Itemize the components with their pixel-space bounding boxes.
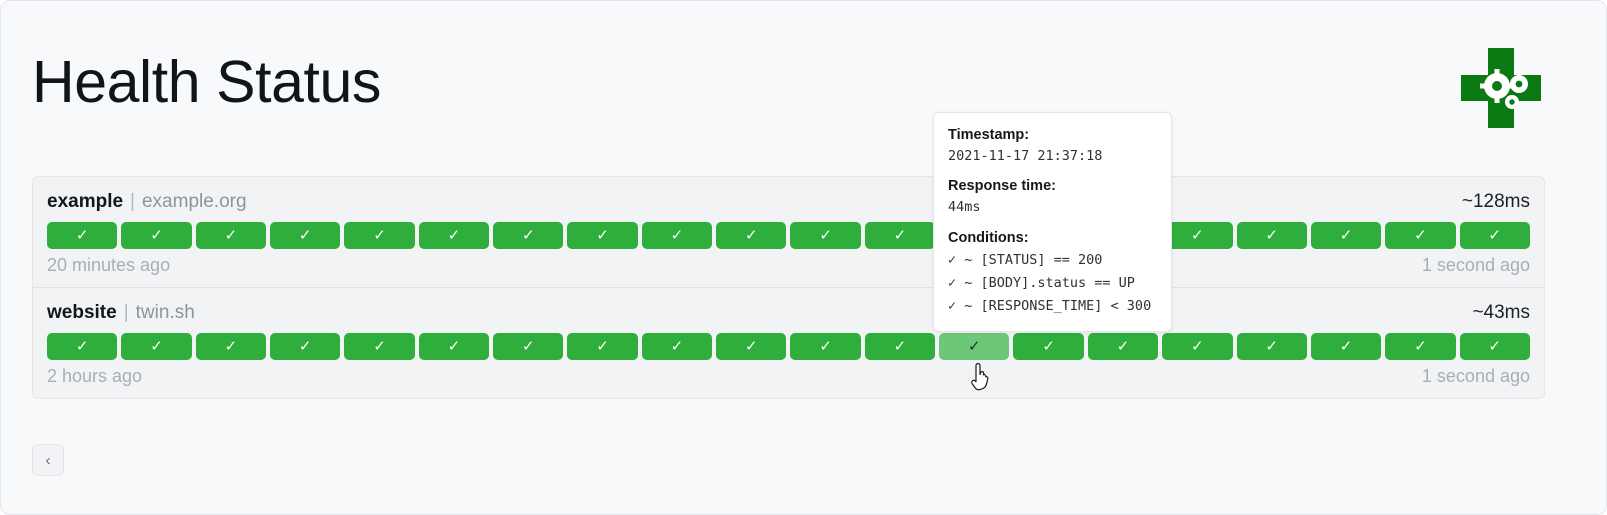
status-bar[interactable]: ✓: [864, 222, 936, 249]
newest-check-time: 1 second ago: [1421, 255, 1530, 275]
tooltip-condition: ✓ ~ [STATUS] == 200: [948, 251, 1103, 268]
status-bar[interactable]: ✓: [864, 333, 936, 360]
status-bar[interactable]: ✓: [270, 333, 341, 360]
status-detail-tooltip: Timestamp: 2021-11-17 21:37:18 Response …: [933, 112, 1172, 333]
status-bar[interactable]: ✓: [1087, 333, 1159, 360]
endpoint-host: example.org: [141, 191, 247, 212]
status-bar[interactable]: ✓: [418, 333, 490, 360]
average-response-time: ~43ms: [1472, 302, 1530, 323]
tooltip-conditions-block: Conditions: ✓ ~ [STATUS] == 200 ✓ ~ [BODY…: [948, 228, 1157, 319]
status-bar[interactable]: ✓: [493, 222, 564, 249]
status-bar-strip: ✓✓✓✓✓✓✓✓✓✓✓✓✓✓✓✓✓✓✓✓: [47, 333, 1530, 360]
tooltip-conditions-label: Conditions:: [948, 229, 1029, 246]
pagination: ‹: [32, 444, 64, 476]
status-bar[interactable]: ✓: [1310, 333, 1382, 360]
page-title: Health Status: [32, 49, 382, 115]
status-card: example | example.org ~128ms ✓ ✓ ✓ ✓ ✓ ✓ ✓ ✓ ✓ ✓ ✓ ✓ ✓ ✓ ✓…: [32, 176, 1545, 399]
status-bar[interactable]: ✓: [1013, 333, 1084, 360]
average-response-time: ~128ms: [1461, 191, 1530, 212]
tooltip-timestamp-value: 2021-11-17 21:37:18: [948, 148, 1103, 165]
endpoint-identity: website | twin.sh: [47, 302, 195, 324]
endpoint-separator: |: [123, 302, 129, 323]
status-bar[interactable]: ✓: [567, 222, 638, 249]
oldest-check-time: 2 hours ago: [47, 366, 143, 386]
tooltip-timestamp-label: Timestamp:: [948, 127, 1030, 143]
status-bar[interactable]: ✓: [1310, 222, 1382, 249]
status-bar[interactable]: ✓: [716, 333, 787, 360]
status-bar[interactable]: ✓: [1236, 222, 1307, 249]
status-bar-strip: ✓✓✓✓✓✓✓✓✓✓✓✓✓✓✓✓✓✓✓✓: [47, 222, 1530, 249]
tooltip-condition: ✓ ~ [BODY].status == UP: [948, 274, 1135, 291]
tooltip-conditions-list: ✓ ~ [STATUS] == 200 ✓ ~ [BODY].status == …: [948, 249, 1157, 319]
status-bar[interactable]: ✓: [790, 333, 861, 360]
status-bar[interactable]: ✓: [1385, 222, 1456, 249]
previous-page-button[interactable]: ‹: [32, 444, 64, 476]
status-bar[interactable]: ✓: [567, 333, 638, 360]
status-bar[interactable]: ✓: [1385, 333, 1456, 360]
status-bar[interactable]: ✓: [1459, 333, 1530, 360]
oldest-check-time: 20 minutes ago: [47, 255, 171, 275]
chevron-left-icon: ‹: [45, 451, 51, 469]
endpoint-timerange: 2 hours ago 1 second ago: [47, 366, 1530, 388]
tooltip-timestamp-block: Timestamp: 2021-11-17 21:37:18: [948, 125, 1157, 166]
status-bar[interactable]: ✓: [493, 333, 564, 360]
endpoint-identity: example | example.org: [47, 191, 247, 213]
newest-check-time: 1 second ago: [1421, 366, 1530, 386]
status-bar[interactable]: ✓: [716, 222, 787, 249]
status-bar[interactable]: ✓: [790, 222, 861, 249]
tooltip-response-label: Response time:: [948, 178, 1056, 195]
status-bar[interactable]: ✓: [418, 222, 490, 249]
status-bar[interactable]: ✓: [1162, 222, 1233, 249]
status-bar[interactable]: ✓: [1459, 222, 1530, 249]
page-header: Health Status: [1, 1, 1606, 161]
endpoint-name: example: [47, 191, 124, 212]
endpoint-separator: |: [130, 191, 135, 212]
status-bar[interactable]: ✓: [121, 222, 192, 249]
status-bar[interactable]: ✓: [939, 333, 1010, 360]
status-bar[interactable]: ✓: [641, 222, 713, 249]
status-bar[interactable]: ✓: [121, 333, 192, 360]
endpoint-row: website | twin.sh ~43ms ✓ ✓ ✓ ✓ ✓ ✓ ✓ ✓ ✓ ✓ ✓ ✓ ✓ ✓ ✓ ✓ ✓ ✓ ✓ ✓…: [33, 287, 1544, 398]
endpoint-row: example | example.org ~128ms ✓ ✓ ✓ ✓ ✓ ✓ ✓ ✓ ✓ ✓ ✓ ✓ ✓ ✓ ✓…: [33, 177, 1544, 287]
status-bar[interactable]: ✓: [270, 222, 341, 249]
tooltip-response-value: 44ms: [948, 199, 981, 216]
status-bar[interactable]: ✓: [1236, 333, 1307, 360]
endpoint-name: website: [47, 302, 117, 323]
endpoint-timerange: 20 minutes ago 1 second ago: [47, 255, 1530, 277]
status-bar[interactable]: ✓: [344, 222, 415, 249]
tooltip-response-block: Response time: 44ms: [948, 176, 1157, 217]
tooltip-condition: ✓ ~ [RESPONSE_TIME] < 300: [948, 297, 1152, 314]
status-bar[interactable]: ✓: [47, 222, 118, 249]
endpoint-host: twin.sh: [135, 302, 195, 323]
status-bar[interactable]: ✓: [195, 222, 267, 249]
gatus-logo-icon: [1455, 42, 1547, 134]
status-bar[interactable]: ✓: [641, 333, 713, 360]
status-bar[interactable]: ✓: [1162, 333, 1233, 360]
status-bar[interactable]: ✓: [47, 333, 118, 360]
endpoint-header: example | example.org ~128ms: [47, 191, 1530, 217]
status-bar[interactable]: ✓: [195, 333, 267, 360]
endpoint-header: website | twin.sh ~43ms: [47, 302, 1530, 328]
status-bar[interactable]: ✓: [344, 333, 415, 360]
